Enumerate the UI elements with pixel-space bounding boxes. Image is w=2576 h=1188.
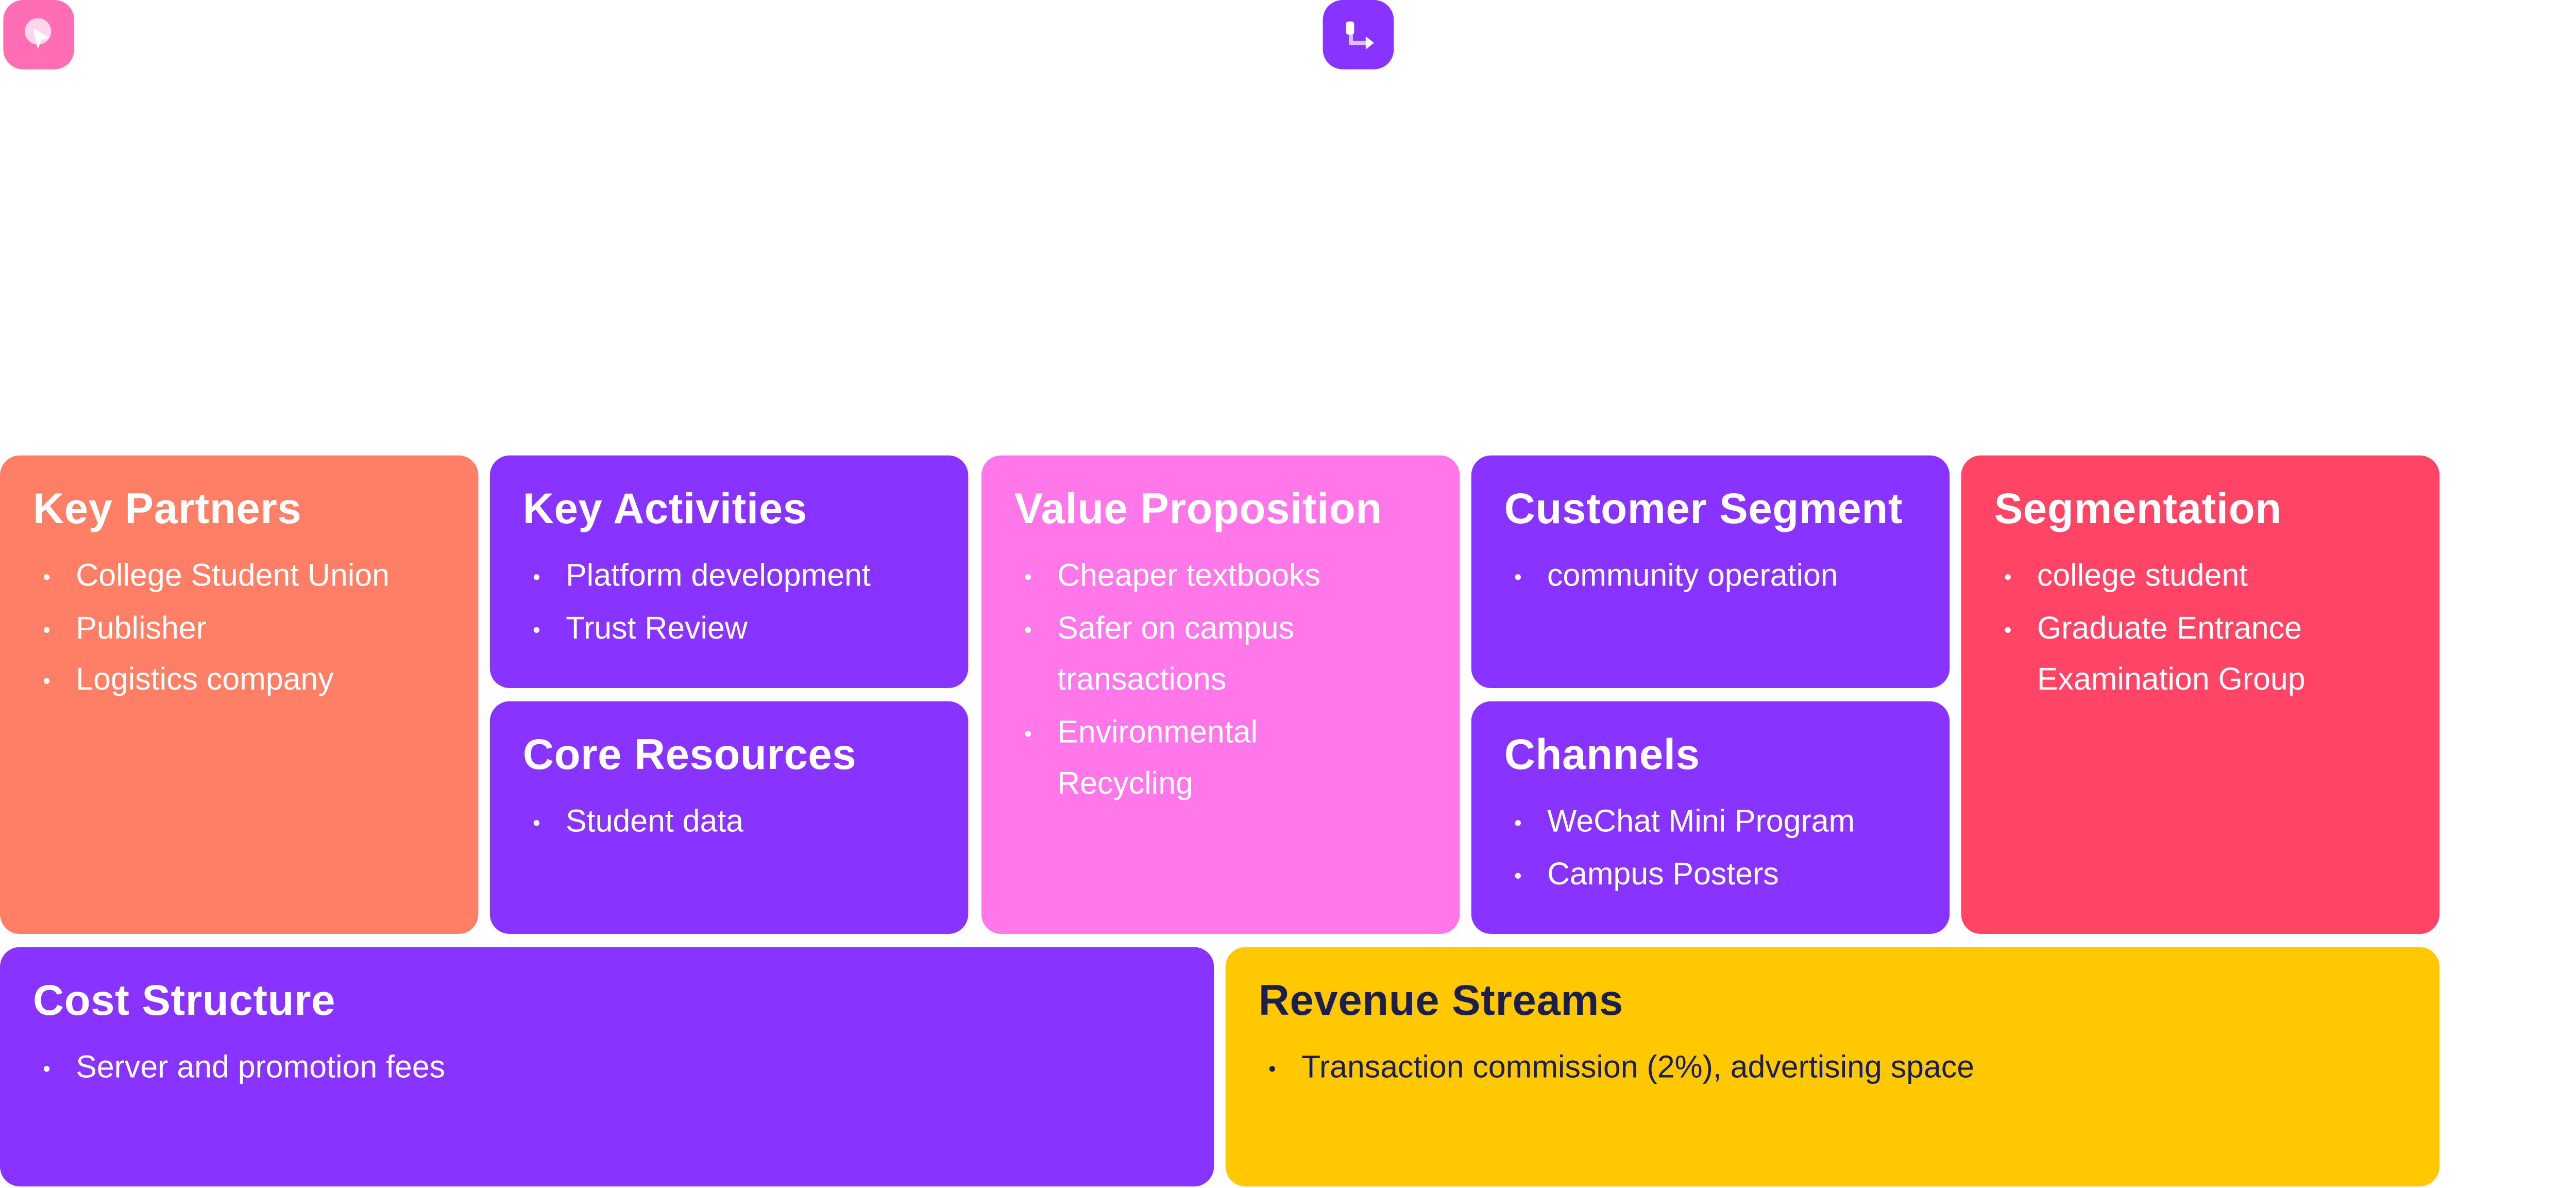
- list-item: Transaction commission (2%), advertising…: [1268, 1043, 2406, 1095]
- list-item: Graduate Entrance Examination Group: [2004, 603, 2350, 707]
- core-resources-block: Core Resources Student data: [489, 701, 969, 934]
- block-title: Channels: [1504, 729, 1700, 779]
- block-title: Key Partners: [33, 483, 302, 533]
- pointer-icon: [24, 18, 50, 50]
- block-title: Customer Segment: [1504, 483, 1903, 533]
- list-item: Publisher: [43, 603, 445, 655]
- revenue-streams-block: Revenue Streams Transaction commission (…: [1225, 947, 2440, 1186]
- list-item: Trust Review: [533, 603, 935, 655]
- list-item: Safer on campus transactions: [1024, 603, 1354, 707]
- block-title: Segmentation: [1994, 483, 2282, 533]
- cost-structure-block: Cost Structure Server and promotion fees: [0, 947, 1214, 1186]
- value-proposition-block: Value Proposition Cheaper textbooksSafer…: [981, 455, 1460, 934]
- purple-flow-icon[interactable]: [1323, 0, 1394, 70]
- block-title: Cost Structure: [33, 975, 336, 1025]
- channels-block: Channels WeChat Mini ProgramCampus Poste…: [1471, 701, 1950, 934]
- list-item: College Student Union: [43, 551, 445, 603]
- connector-icon: [1345, 21, 1374, 50]
- key-activities-block: Key Activities Platform developmentTrust…: [489, 455, 969, 689]
- list-item: Platform development: [533, 551, 935, 603]
- list-item: Server and promotion fees: [43, 1043, 1181, 1095]
- list-item: Campus Posters: [1514, 849, 1917, 901]
- list-item: Logistics company: [43, 655, 445, 707]
- list-item: Student data: [533, 797, 935, 849]
- list-item: Environmental Recycling: [1024, 707, 1354, 811]
- block-title: Core Resources: [522, 729, 857, 779]
- key-partners-block: Key Partners College Student UnionPublis…: [0, 455, 479, 934]
- list-item: Cheaper textbooks: [1024, 551, 1354, 603]
- customer-segment-block: Customer Segment community operation: [1471, 455, 1950, 689]
- list-item: WeChat Mini Program: [1514, 797, 1917, 849]
- block-title: Revenue Streams: [1258, 975, 1624, 1025]
- pink-app-icon[interactable]: [3, 0, 75, 70]
- list-item: college student: [2004, 551, 2350, 603]
- block-title: Value Proposition: [1014, 483, 1382, 533]
- block-title: Key Activities: [522, 483, 807, 533]
- segmentation-block: Segmentation college studentGraduate Ent…: [1961, 455, 2440, 934]
- list-item: community operation: [1514, 551, 1917, 603]
